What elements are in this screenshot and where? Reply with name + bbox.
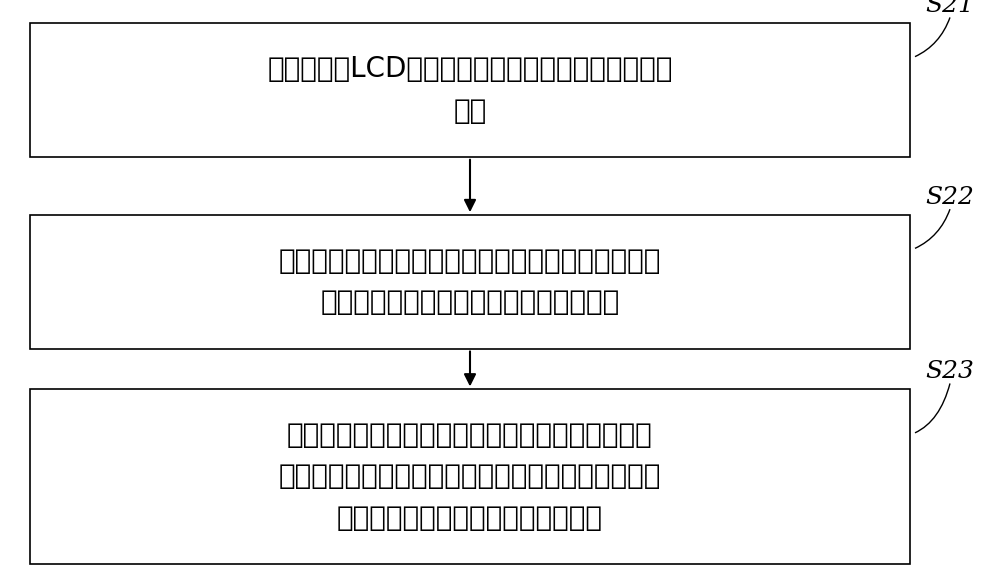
Text: 根据能量值与灰度值的对应关系，确定所述能量值
差异表对应的灰度补偿表，其中，所述灰度补偿表中
的各个灰度值为所述预存均光补偿值: 根据能量值与灰度值的对应关系，确定所述能量值 差异表对应的灰度补偿表，其中，所述… <box>279 421 661 532</box>
Text: S21: S21 <box>926 0 974 17</box>
Text: S22: S22 <box>926 186 974 209</box>
Text: 确定所述能量值中的最小值，并分别计算各个所述能
量值与最小值的差值，得到能量值差异表: 确定所述能量值中的最小值，并分别计算各个所述能 量值与最小值的差值，得到能量值差… <box>279 247 661 317</box>
Bar <box>30 23 910 157</box>
Bar <box>30 389 910 564</box>
Text: 获取在所述LCD全屏曝光时屏幕每个像素点对应的能
量值: 获取在所述LCD全屏曝光时屏幕每个像素点对应的能 量值 <box>267 55 673 125</box>
Text: S23: S23 <box>926 360 974 383</box>
Bar <box>30 215 910 349</box>
